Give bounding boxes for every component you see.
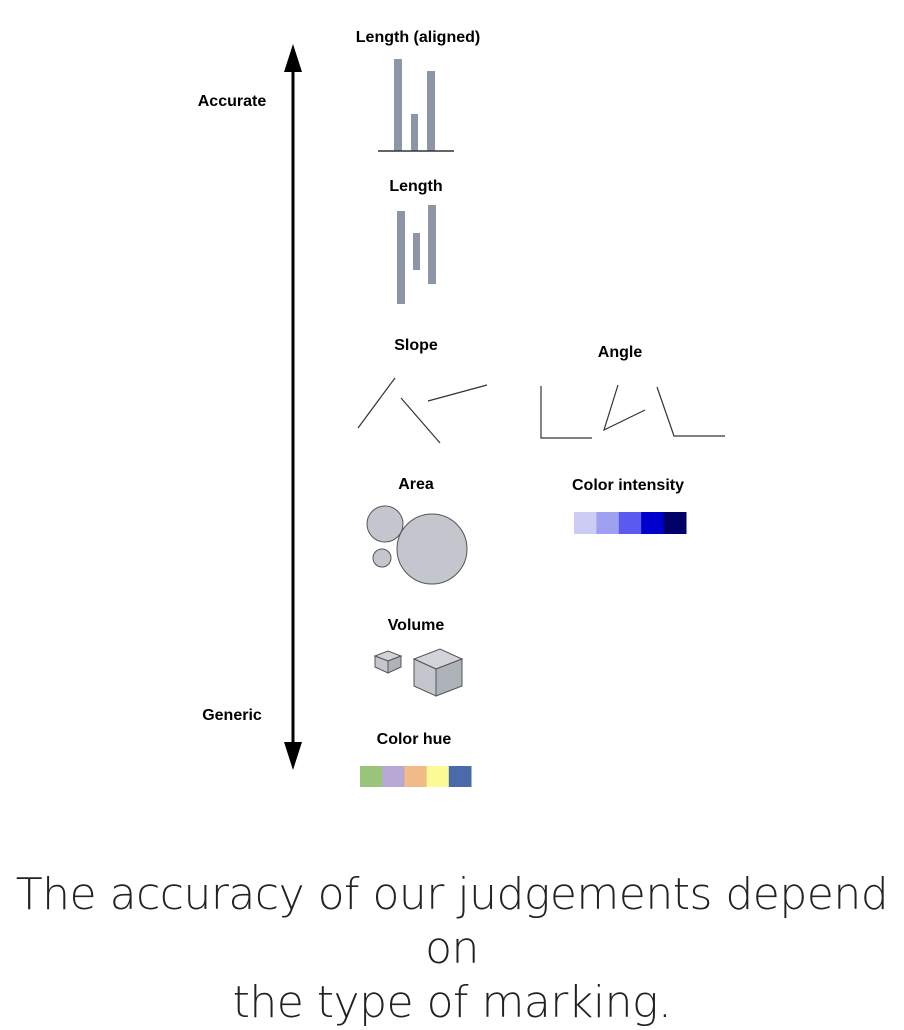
area-circle-large [396,513,468,585]
intensity-swatch-row [574,512,687,534]
axis-arrowhead-down [284,742,302,770]
aligned-bar-tall [394,59,402,151]
angle-mark-right [540,386,592,439]
slope-line-down [400,397,441,444]
accuracy-axis: Accurate Generic [198,44,302,770]
intensity-swatch-4 [641,512,665,534]
intensity-swatch-5 [663,512,687,534]
area-circle-small [372,548,392,568]
axis-label-generic: Generic [202,707,262,724]
caption-line-1: The accuracy of our judgements depend on [15,869,889,974]
aligned-bar-short [411,114,418,151]
length-bar-tall [397,211,405,304]
channel-label-color-intensity: Color intensity [572,477,684,494]
caption-line-2: the type of marking. [232,977,672,1028]
volume-cube-small [373,650,403,674]
intensity-swatch-3 [618,512,642,534]
area-circle-medium [366,505,404,543]
channel-label-angle: Angle [598,344,643,361]
channel-color-hue: Color hue [360,731,472,787]
axis-arrowhead-up [284,44,302,72]
perceptual-accuracy-diagram: Accurate Generic Length (aligned) Length… [198,29,725,787]
angle-mark-acute [603,384,646,432]
channel-label-length-aligned: Length (aligned) [356,29,480,46]
hue-swatch-1 [360,766,383,787]
channel-label-slope: Slope [394,337,438,354]
aligned-bar-mid [427,71,435,151]
channel-volume: Volume [373,617,464,697]
intensity-swatch-1 [574,512,597,534]
channel-color-intensity: Color intensity [572,477,687,534]
channel-length: Length [389,178,443,304]
hue-swatch-5 [448,766,472,787]
hue-swatch-2 [382,766,405,787]
channel-angle: Angle [540,344,725,439]
angle-mark-obtuse [656,386,725,437]
slope-line-shallow [427,384,488,402]
channel-label-volume: Volume [388,617,445,634]
length-bar-short [413,233,420,270]
slope-line-steep-up [357,377,396,429]
channel-label-color-hue: Color hue [377,731,452,748]
volume-cube-large [412,648,464,697]
intensity-swatch-2 [596,512,620,534]
channel-length-aligned: Length (aligned) [356,29,480,152]
channel-area: Area [366,476,468,585]
channel-label-area: Area [398,476,434,493]
length-bar-mid [428,205,436,284]
hue-swatch-3 [404,766,428,787]
hue-swatch-row [360,766,472,787]
channel-slope: Slope [357,337,488,444]
hue-swatch-4 [426,766,450,787]
channel-label-length: Length [389,178,442,195]
caption: The accuracy of our judgements depend on… [0,868,904,1030]
axis-label-accurate: Accurate [198,93,267,110]
